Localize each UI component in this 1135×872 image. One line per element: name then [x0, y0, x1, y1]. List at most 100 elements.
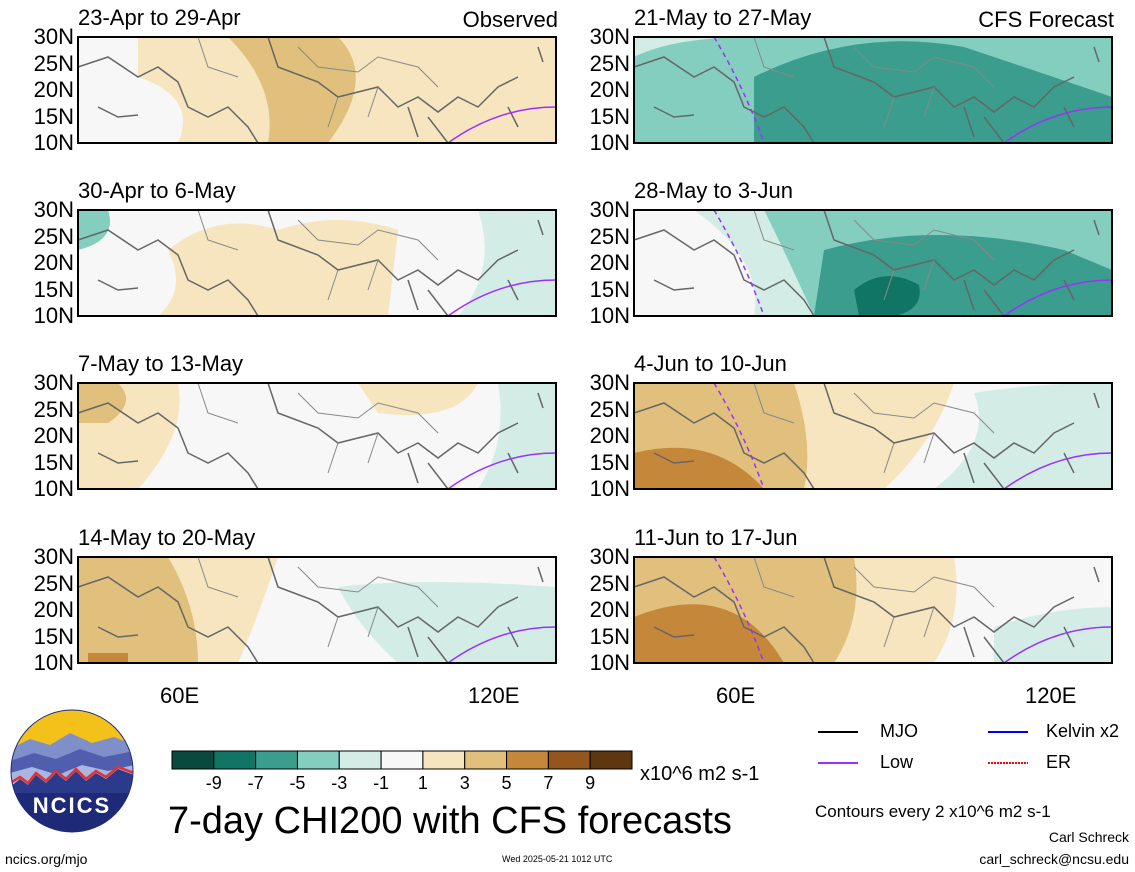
legend-kelvin-line [988, 731, 1028, 733]
anomaly-shading [458, 210, 556, 316]
anomaly-shading [78, 557, 198, 663]
panel-title: 28-May to 3-Jun [634, 178, 793, 203]
y-tick-label: 20N [589, 597, 630, 622]
x-tick-120e-right: 120E [1025, 683, 1077, 708]
coastline [77, 382, 544, 490]
low-contour [1003, 279, 1113, 317]
y-tick-label: 10N [589, 130, 630, 155]
main-title: 7-day CHI200 with CFS forecasts [168, 800, 732, 842]
y-tick-label: 25N [589, 570, 630, 596]
low-contour [447, 106, 557, 144]
footer-email: carl_schreck@ncsu.edu [979, 851, 1129, 867]
y-tick-label: 25N [589, 223, 630, 249]
y-tick-label: 20N [33, 77, 74, 102]
map-frame [633, 209, 1113, 317]
anomaly-shading [934, 383, 1112, 489]
map-panel [77, 382, 557, 490]
panel-corner-label: CFS Forecast [978, 7, 1114, 32]
country-borders [753, 556, 995, 648]
x-tick-60e-left: 60E [160, 683, 200, 708]
map-frame [633, 382, 1113, 490]
y-tick-label: 10N [33, 130, 74, 155]
low-dashed-contour [713, 36, 765, 144]
map-frame [633, 36, 1113, 144]
footer-author: Carl Schreck [1048, 829, 1129, 845]
y-tick-label: 15N [33, 449, 74, 475]
colorbar [171, 750, 633, 770]
coastline [633, 556, 1100, 664]
anomaly-shading [754, 41, 1112, 143]
colorbar-swatch [338, 750, 382, 770]
country-borders [753, 209, 995, 301]
map-frame [77, 36, 557, 144]
colorbar-swatch [547, 750, 591, 770]
map-panel [633, 209, 1113, 317]
anomaly-shading [78, 210, 110, 250]
colorbar-swatch [296, 750, 340, 770]
legend-mjo-label: MJO [880, 721, 918, 741]
coastline [77, 556, 544, 664]
coastline [633, 209, 1100, 317]
colorbar-tick-label: -3 [331, 773, 348, 793]
y-tick-label: 25N [589, 50, 630, 76]
colorbar-tick-label: 3 [459, 773, 470, 793]
map-panel [633, 36, 1113, 144]
colorbar-tick-label: -7 [247, 773, 264, 793]
anomaly-shading [634, 447, 764, 489]
y-tick-label: 30N [33, 24, 74, 49]
anomaly-shading [158, 220, 398, 316]
anomaly-shading [228, 37, 356, 143]
y-tick-label: 20N [33, 250, 74, 275]
y-tick-label: 30N [33, 544, 74, 569]
colorbar-tick-label: 7 [543, 773, 554, 793]
y-tick-label: 30N [589, 24, 630, 49]
y-tick-label: 30N [589, 544, 630, 569]
footer-url: ncics.org/mjo [5, 851, 88, 867]
anomaly-shading [854, 276, 920, 316]
y-tick-label: 30N [589, 370, 630, 395]
country-borders [197, 36, 439, 128]
legend-low-line [818, 762, 858, 764]
anomaly-shading [338, 582, 556, 663]
coastline [77, 36, 544, 144]
colorbar-tick-label: 9 [585, 773, 596, 793]
colorbar-swatch [506, 750, 549, 770]
ncics-logo-text: NCICS [32, 793, 112, 818]
y-tick-label: 10N [33, 476, 74, 501]
panel-title: 14-May to 20-May [78, 525, 256, 550]
anomaly-shading [358, 383, 478, 415]
y-tick-label: 10N [33, 303, 74, 328]
map-panel [77, 36, 557, 144]
panel-title: 23-Apr to 29-Apr [78, 5, 241, 30]
map-panel [633, 556, 1113, 664]
colorbar-tick-label: -1 [373, 773, 390, 793]
y-tick-label: 20N [589, 423, 630, 448]
low-dashed-contour [713, 556, 765, 664]
map-frame [77, 382, 557, 490]
colorbar-swatch [464, 750, 508, 770]
low-contour [1003, 106, 1113, 144]
anomaly-shading [78, 383, 126, 423]
y-tick-label: 20N [33, 597, 74, 622]
y-tick-label: 25N [33, 223, 74, 249]
y-tick-label: 20N [589, 250, 630, 275]
y-tick-label: 20N [33, 423, 74, 448]
colorbar-swatch [255, 750, 298, 770]
legend-kelvin-label: Kelvin x2 [1046, 721, 1120, 741]
y-tick-label: 10N [589, 303, 630, 328]
y-tick-label: 30N [589, 197, 630, 222]
coastline [77, 209, 544, 317]
y-tick-label: 20N [589, 77, 630, 102]
y-tick-label: 25N [33, 50, 74, 76]
anomaly-shading [88, 653, 128, 663]
low-contour [1003, 626, 1113, 664]
colorbar-units: x10^6 m2 s-1 [640, 763, 760, 785]
low-contour [447, 452, 557, 490]
low-contour [1003, 452, 1113, 490]
colorbar-tick-label: 1 [417, 773, 428, 793]
colorbar-tick-label: 5 [501, 773, 512, 793]
country-borders [197, 556, 439, 648]
low-contour [447, 279, 557, 317]
y-tick-label: 25N [589, 396, 630, 422]
colorbar-swatch [589, 750, 633, 770]
